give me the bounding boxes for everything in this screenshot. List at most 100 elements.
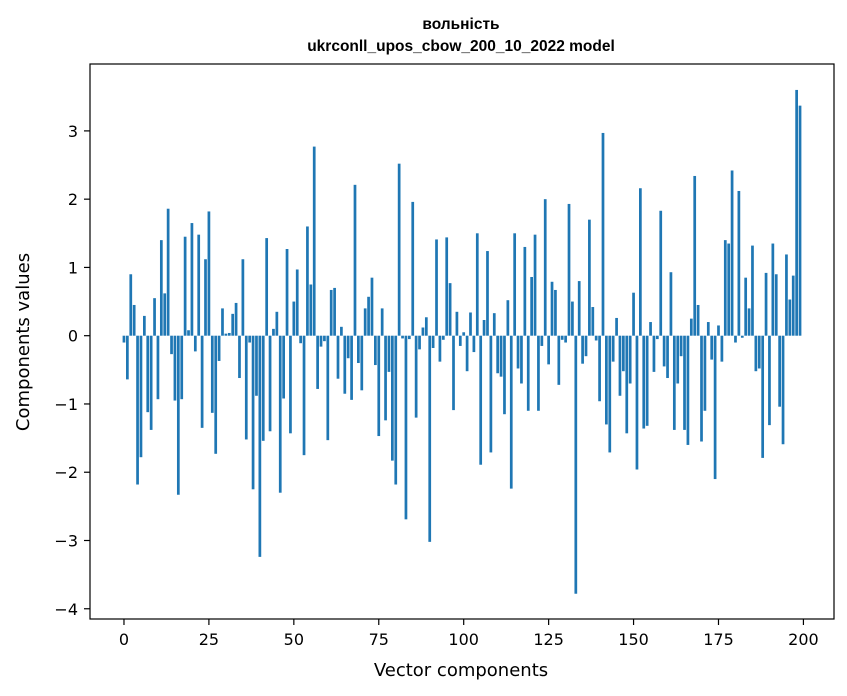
bar	[217, 335, 221, 361]
bar	[452, 335, 455, 411]
bar	[659, 210, 663, 336]
bar	[387, 335, 391, 372]
bar	[231, 313, 235, 336]
x-axis-ticks: 0 25 50 75 100 125 150 175 200	[119, 619, 819, 649]
bar	[421, 327, 425, 336]
bar	[761, 335, 765, 458]
bar	[778, 335, 781, 407]
bar	[414, 335, 418, 418]
bar	[479, 335, 483, 465]
bar	[428, 335, 432, 542]
bar	[200, 335, 204, 428]
bar	[574, 335, 578, 594]
bar	[312, 146, 316, 336]
bar	[214, 335, 218, 454]
bar	[309, 284, 313, 336]
bars-group	[122, 89, 802, 594]
bar	[764, 272, 768, 336]
bar	[207, 211, 211, 336]
bar	[146, 335, 150, 413]
bar	[329, 289, 333, 336]
bar	[445, 237, 449, 336]
bar	[489, 335, 493, 453]
bar	[747, 308, 751, 336]
bar	[757, 335, 761, 369]
bar	[418, 335, 421, 350]
bar	[394, 335, 398, 485]
y-tick-label: 3	[68, 122, 78, 141]
bar	[730, 170, 734, 336]
bar	[143, 315, 146, 336]
bar	[523, 246, 527, 336]
bar	[170, 335, 173, 355]
bar	[754, 335, 758, 372]
bar	[241, 259, 245, 336]
bar	[272, 328, 275, 336]
bar	[509, 335, 513, 489]
bar	[506, 300, 510, 336]
y-tick-label: −3	[54, 531, 78, 550]
bar	[686, 335, 690, 445]
bar	[625, 335, 629, 434]
bar	[581, 335, 584, 364]
bar	[431, 335, 435, 348]
bar	[139, 335, 143, 458]
bar	[689, 318, 693, 336]
bar	[696, 304, 700, 336]
bar	[713, 335, 717, 480]
bar	[720, 335, 724, 362]
bar	[560, 335, 564, 340]
bar	[360, 335, 364, 391]
bar	[363, 308, 367, 336]
x-tick-label: 50	[284, 630, 304, 649]
bar	[289, 335, 292, 434]
bar	[346, 335, 350, 359]
bar	[149, 335, 153, 430]
bar	[666, 335, 669, 379]
bar	[350, 335, 353, 400]
bar	[268, 335, 272, 432]
bar	[295, 269, 299, 336]
bar	[173, 335, 177, 401]
bar	[771, 243, 775, 336]
bar	[156, 335, 160, 400]
bar	[319, 335, 323, 347]
bar	[543, 199, 547, 336]
bar	[407, 335, 411, 340]
bar	[180, 335, 184, 400]
bar	[129, 274, 133, 336]
bar	[299, 335, 302, 344]
bar	[224, 333, 228, 336]
bar	[537, 335, 540, 411]
bar	[618, 335, 622, 396]
bar	[492, 313, 496, 336]
bar	[323, 335, 326, 342]
bar	[380, 308, 384, 336]
bar	[255, 335, 258, 396]
plot-frame	[89, 63, 835, 620]
y-tick-label: 2	[68, 190, 78, 209]
bar	[357, 335, 360, 364]
bar	[367, 296, 370, 336]
bar	[238, 335, 241, 379]
bar	[571, 301, 574, 336]
bar	[326, 335, 330, 441]
bar	[781, 335, 785, 445]
bar	[391, 335, 394, 461]
bar	[190, 223, 194, 336]
y-tick-label: −4	[54, 600, 78, 619]
bar	[608, 335, 612, 453]
bar	[774, 274, 778, 336]
bar	[183, 236, 187, 336]
y-tick-label: −1	[54, 395, 78, 414]
bar	[475, 233, 479, 336]
bar	[275, 311, 279, 336]
bar	[278, 335, 282, 493]
bar	[652, 335, 656, 372]
bar	[136, 335, 139, 485]
bar	[187, 330, 190, 336]
y-axis-ticks: −4 −3 −2 −1 0 1 2 3	[54, 122, 90, 619]
bar	[292, 301, 296, 336]
bar	[785, 254, 788, 336]
bar	[727, 243, 731, 336]
